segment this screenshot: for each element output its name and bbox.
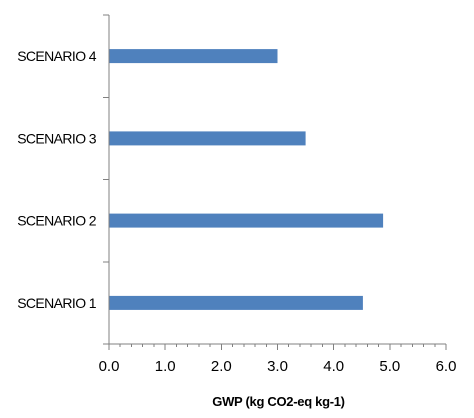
- bars-group: [109, 49, 384, 310]
- x-tick-label: 3.0: [267, 358, 288, 375]
- category-label-scenario-3: SCENARIO 3: [17, 130, 97, 146]
- x-tick-label: 0.0: [99, 358, 120, 375]
- x-axis: [108, 343, 447, 350]
- bar-scenario-1: [109, 295, 363, 310]
- x-axis-title: GWP (kg CO2-eq kg-1): [212, 394, 344, 409]
- category-label-scenario-4: SCENARIO 4: [17, 48, 97, 64]
- bar-scenario-3: [109, 131, 306, 146]
- category-label-scenario-1: SCENARIO 1: [17, 295, 97, 311]
- bar-scenario-2: [109, 213, 384, 228]
- x-tick-labels: 0.0 1.0 2.0 3.0 4.0 5.0 6.0: [99, 358, 457, 375]
- x-tick-label: 6.0: [436, 358, 457, 375]
- category-label-scenario-2: SCENARIO 2: [17, 213, 97, 229]
- x-tick-label: 4.0: [323, 358, 344, 375]
- category-labels: SCENARIO 1 SCENARIO 2 SCENARIO 3 SCENARIO 4: [17, 48, 97, 311]
- x-tick-label: 5.0: [379, 358, 400, 375]
- bar-scenario-4: [109, 49, 278, 64]
- x-tick-label: 2.0: [211, 358, 232, 375]
- x-tick-label: 1.0: [155, 358, 176, 375]
- y-axis: [103, 14, 110, 345]
